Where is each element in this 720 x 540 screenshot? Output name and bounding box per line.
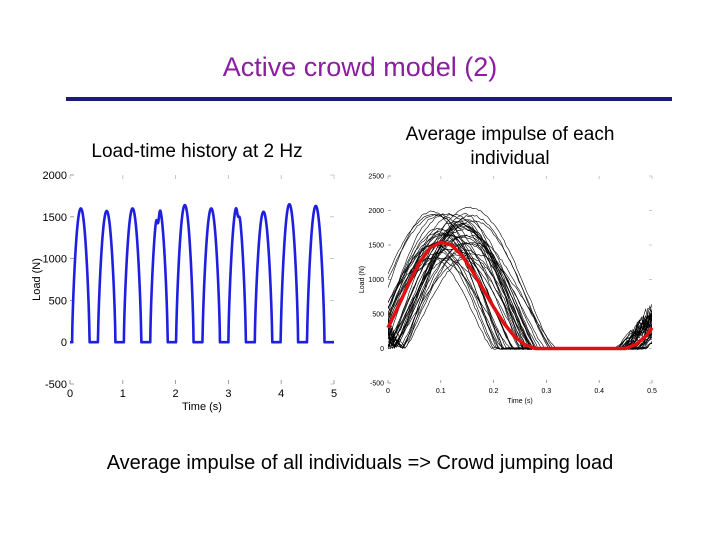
y-axis-label: Load (N): [31, 258, 43, 301]
y-tick-label: 1000: [43, 254, 67, 266]
y-tick-label: 500: [49, 295, 67, 307]
y-tick-label: 0: [380, 346, 384, 353]
series-load-line: [70, 202, 334, 344]
individual-impulse-line: [388, 213, 652, 350]
x-tick-label: 0.1: [436, 388, 446, 395]
x-tick-label: 1: [120, 388, 126, 400]
x-tick-label: 0.2: [489, 388, 499, 395]
x-tick-label: 2: [173, 388, 179, 400]
y-tick-label: 500: [372, 312, 384, 319]
x-tick-label: 0: [67, 388, 73, 400]
caption-load-time-history: Load-time history at 2 Hz: [91, 141, 303, 162]
y-axis-label: Load (N): [359, 266, 366, 293]
x-tick-label: 0: [386, 388, 390, 395]
y-tick-label: -500: [370, 381, 384, 388]
y-tick-label: 2000: [43, 170, 67, 182]
x-tick-label: 3: [225, 388, 231, 400]
caption-crowd-jumping-load: Average impulse of all individuals => Cr…: [106, 452, 614, 474]
x-tick-label: 0.3: [542, 388, 552, 395]
y-tick-label: 1500: [368, 243, 384, 250]
y-tick-label: -500: [45, 379, 67, 391]
caption-average-impulse: Average impulse of each individual: [405, 124, 615, 169]
y-tick-label: 1500: [43, 212, 67, 224]
x-tick-label: 0.4: [594, 388, 604, 395]
slide-title: Active crowd model (2): [222, 52, 498, 82]
x-axis-label: Time (s): [182, 401, 222, 413]
x-tick-label: 4: [278, 388, 284, 400]
y-tick-label: 2000: [368, 208, 384, 215]
x-axis-label: Time (s): [507, 398, 532, 405]
y-tick-label: 0: [61, 337, 67, 349]
y-tick-label: 1000: [368, 277, 384, 284]
x-tick-label: 5: [331, 388, 337, 400]
average-impulse-line: [386, 240, 654, 351]
individual-impulse-line: [388, 213, 652, 350]
x-tick-label: 0.5: [647, 388, 657, 395]
title-underline: [66, 97, 672, 101]
y-tick-label: 2500: [368, 174, 384, 181]
